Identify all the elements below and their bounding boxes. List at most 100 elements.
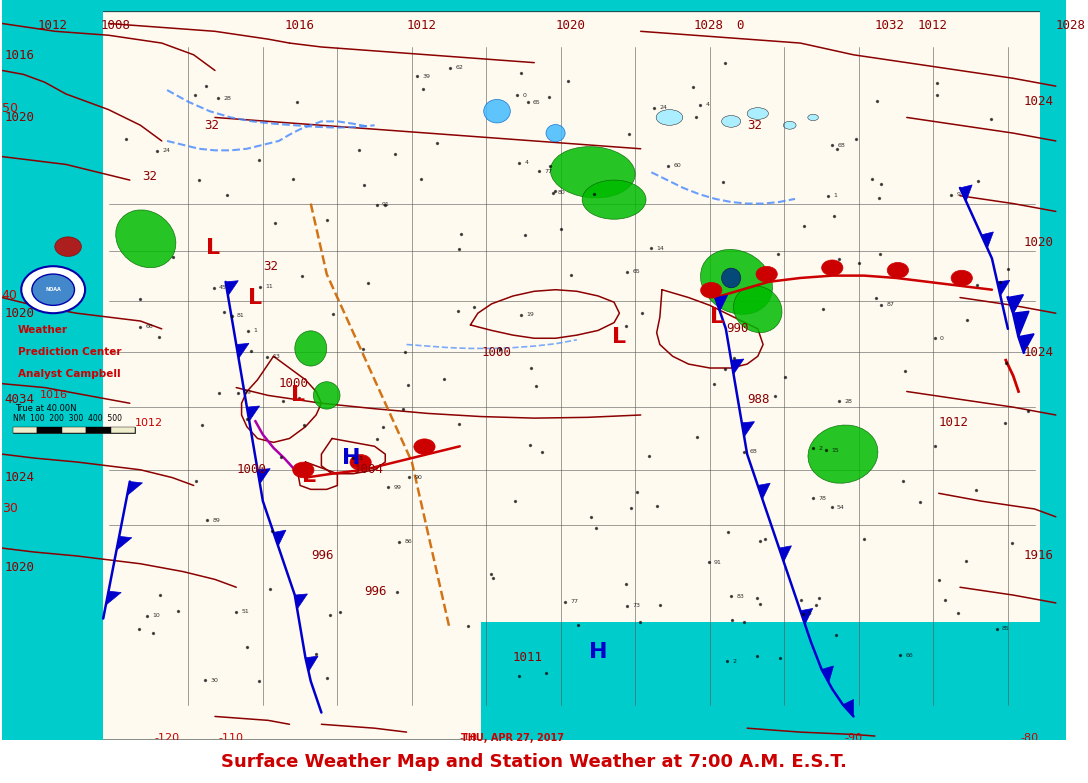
Point <box>290 392 308 405</box>
Ellipse shape <box>546 124 565 142</box>
Text: L: L <box>290 385 305 406</box>
Point <box>512 67 530 79</box>
Ellipse shape <box>313 382 341 409</box>
Point <box>794 608 812 620</box>
Point <box>435 373 453 385</box>
FancyBboxPatch shape <box>76 12 1066 740</box>
Point <box>756 532 774 545</box>
Point <box>648 500 666 513</box>
Point <box>618 265 635 278</box>
Text: 68: 68 <box>838 143 845 148</box>
Point <box>692 99 709 111</box>
Point <box>722 590 740 603</box>
Ellipse shape <box>484 99 510 123</box>
Point <box>805 442 823 455</box>
Bar <box>86 427 111 433</box>
Point <box>531 165 548 178</box>
Text: 1012: 1012 <box>407 20 436 32</box>
Circle shape <box>756 266 777 282</box>
Text: 1008: 1008 <box>417 745 447 758</box>
Point <box>517 229 534 242</box>
Point <box>324 308 342 320</box>
Text: -90: -90 <box>844 733 863 742</box>
Ellipse shape <box>295 330 326 366</box>
Text: 1028: 1028 <box>1055 20 1086 32</box>
Text: 1012: 1012 <box>939 417 968 429</box>
Point <box>927 440 944 453</box>
Point <box>752 536 769 548</box>
Point <box>374 421 392 434</box>
Point <box>544 186 561 199</box>
Text: 1016: 1016 <box>39 391 67 400</box>
Point <box>873 298 890 311</box>
Point <box>251 280 269 293</box>
Text: 1008: 1008 <box>875 745 905 758</box>
Text: 15: 15 <box>831 448 839 453</box>
Text: 5: 5 <box>808 612 812 616</box>
Text: 4: 4 <box>705 103 709 107</box>
Point <box>186 89 203 102</box>
Polygon shape <box>1013 312 1029 337</box>
Point <box>272 450 289 463</box>
Circle shape <box>951 270 973 286</box>
Point <box>210 388 227 400</box>
Text: 1004: 1004 <box>354 464 383 476</box>
Text: -110: -110 <box>219 733 244 742</box>
Text: 1016: 1016 <box>4 49 34 62</box>
Point <box>552 222 569 235</box>
Text: 2: 2 <box>732 659 737 664</box>
Point <box>988 622 1005 635</box>
Point <box>509 89 527 102</box>
Point <box>197 674 214 687</box>
Point <box>689 431 706 443</box>
Point <box>391 536 408 548</box>
Text: 1: 1 <box>252 328 257 334</box>
Text: THU, APR 27, 2017: THU, APR 27, 2017 <box>461 733 565 742</box>
Text: 24: 24 <box>659 106 667 110</box>
Point <box>819 189 837 202</box>
Point <box>132 320 149 333</box>
Text: 78: 78 <box>818 496 826 500</box>
Point <box>188 474 206 487</box>
Text: -80: -80 <box>1021 733 1038 742</box>
Point <box>250 675 268 687</box>
Text: 99: 99 <box>393 485 401 490</box>
Polygon shape <box>273 530 286 546</box>
Point <box>321 608 338 621</box>
Point <box>149 145 166 157</box>
Point <box>307 648 324 660</box>
Point <box>628 486 645 499</box>
Text: 3: 3 <box>359 456 362 460</box>
Ellipse shape <box>808 425 878 483</box>
Text: 1012: 1012 <box>37 20 67 32</box>
Point <box>942 189 960 201</box>
Point <box>641 449 658 462</box>
Text: 1012: 1012 <box>1024 745 1054 758</box>
Point <box>145 627 162 640</box>
Point <box>267 217 284 229</box>
Bar <box>2 740 1066 783</box>
Point <box>891 649 908 662</box>
Text: L: L <box>613 327 627 347</box>
Text: 988: 988 <box>747 393 769 406</box>
Text: 996: 996 <box>311 550 333 562</box>
Point <box>484 572 502 585</box>
Point <box>848 132 865 145</box>
Text: 1012: 1012 <box>917 20 948 32</box>
Point <box>642 242 659 254</box>
Text: 1016: 1016 <box>284 20 314 32</box>
Text: Weather: Weather <box>18 325 69 335</box>
Point <box>705 377 722 390</box>
Point <box>726 352 743 364</box>
Point <box>360 277 378 290</box>
Point <box>792 594 809 606</box>
Text: 77: 77 <box>570 600 578 604</box>
Polygon shape <box>757 483 770 499</box>
Text: 1008: 1008 <box>300 745 330 758</box>
Ellipse shape <box>582 180 646 219</box>
Point <box>386 148 404 161</box>
Point <box>823 501 840 514</box>
Point <box>735 446 753 458</box>
Point <box>928 89 945 102</box>
Point <box>769 248 787 261</box>
